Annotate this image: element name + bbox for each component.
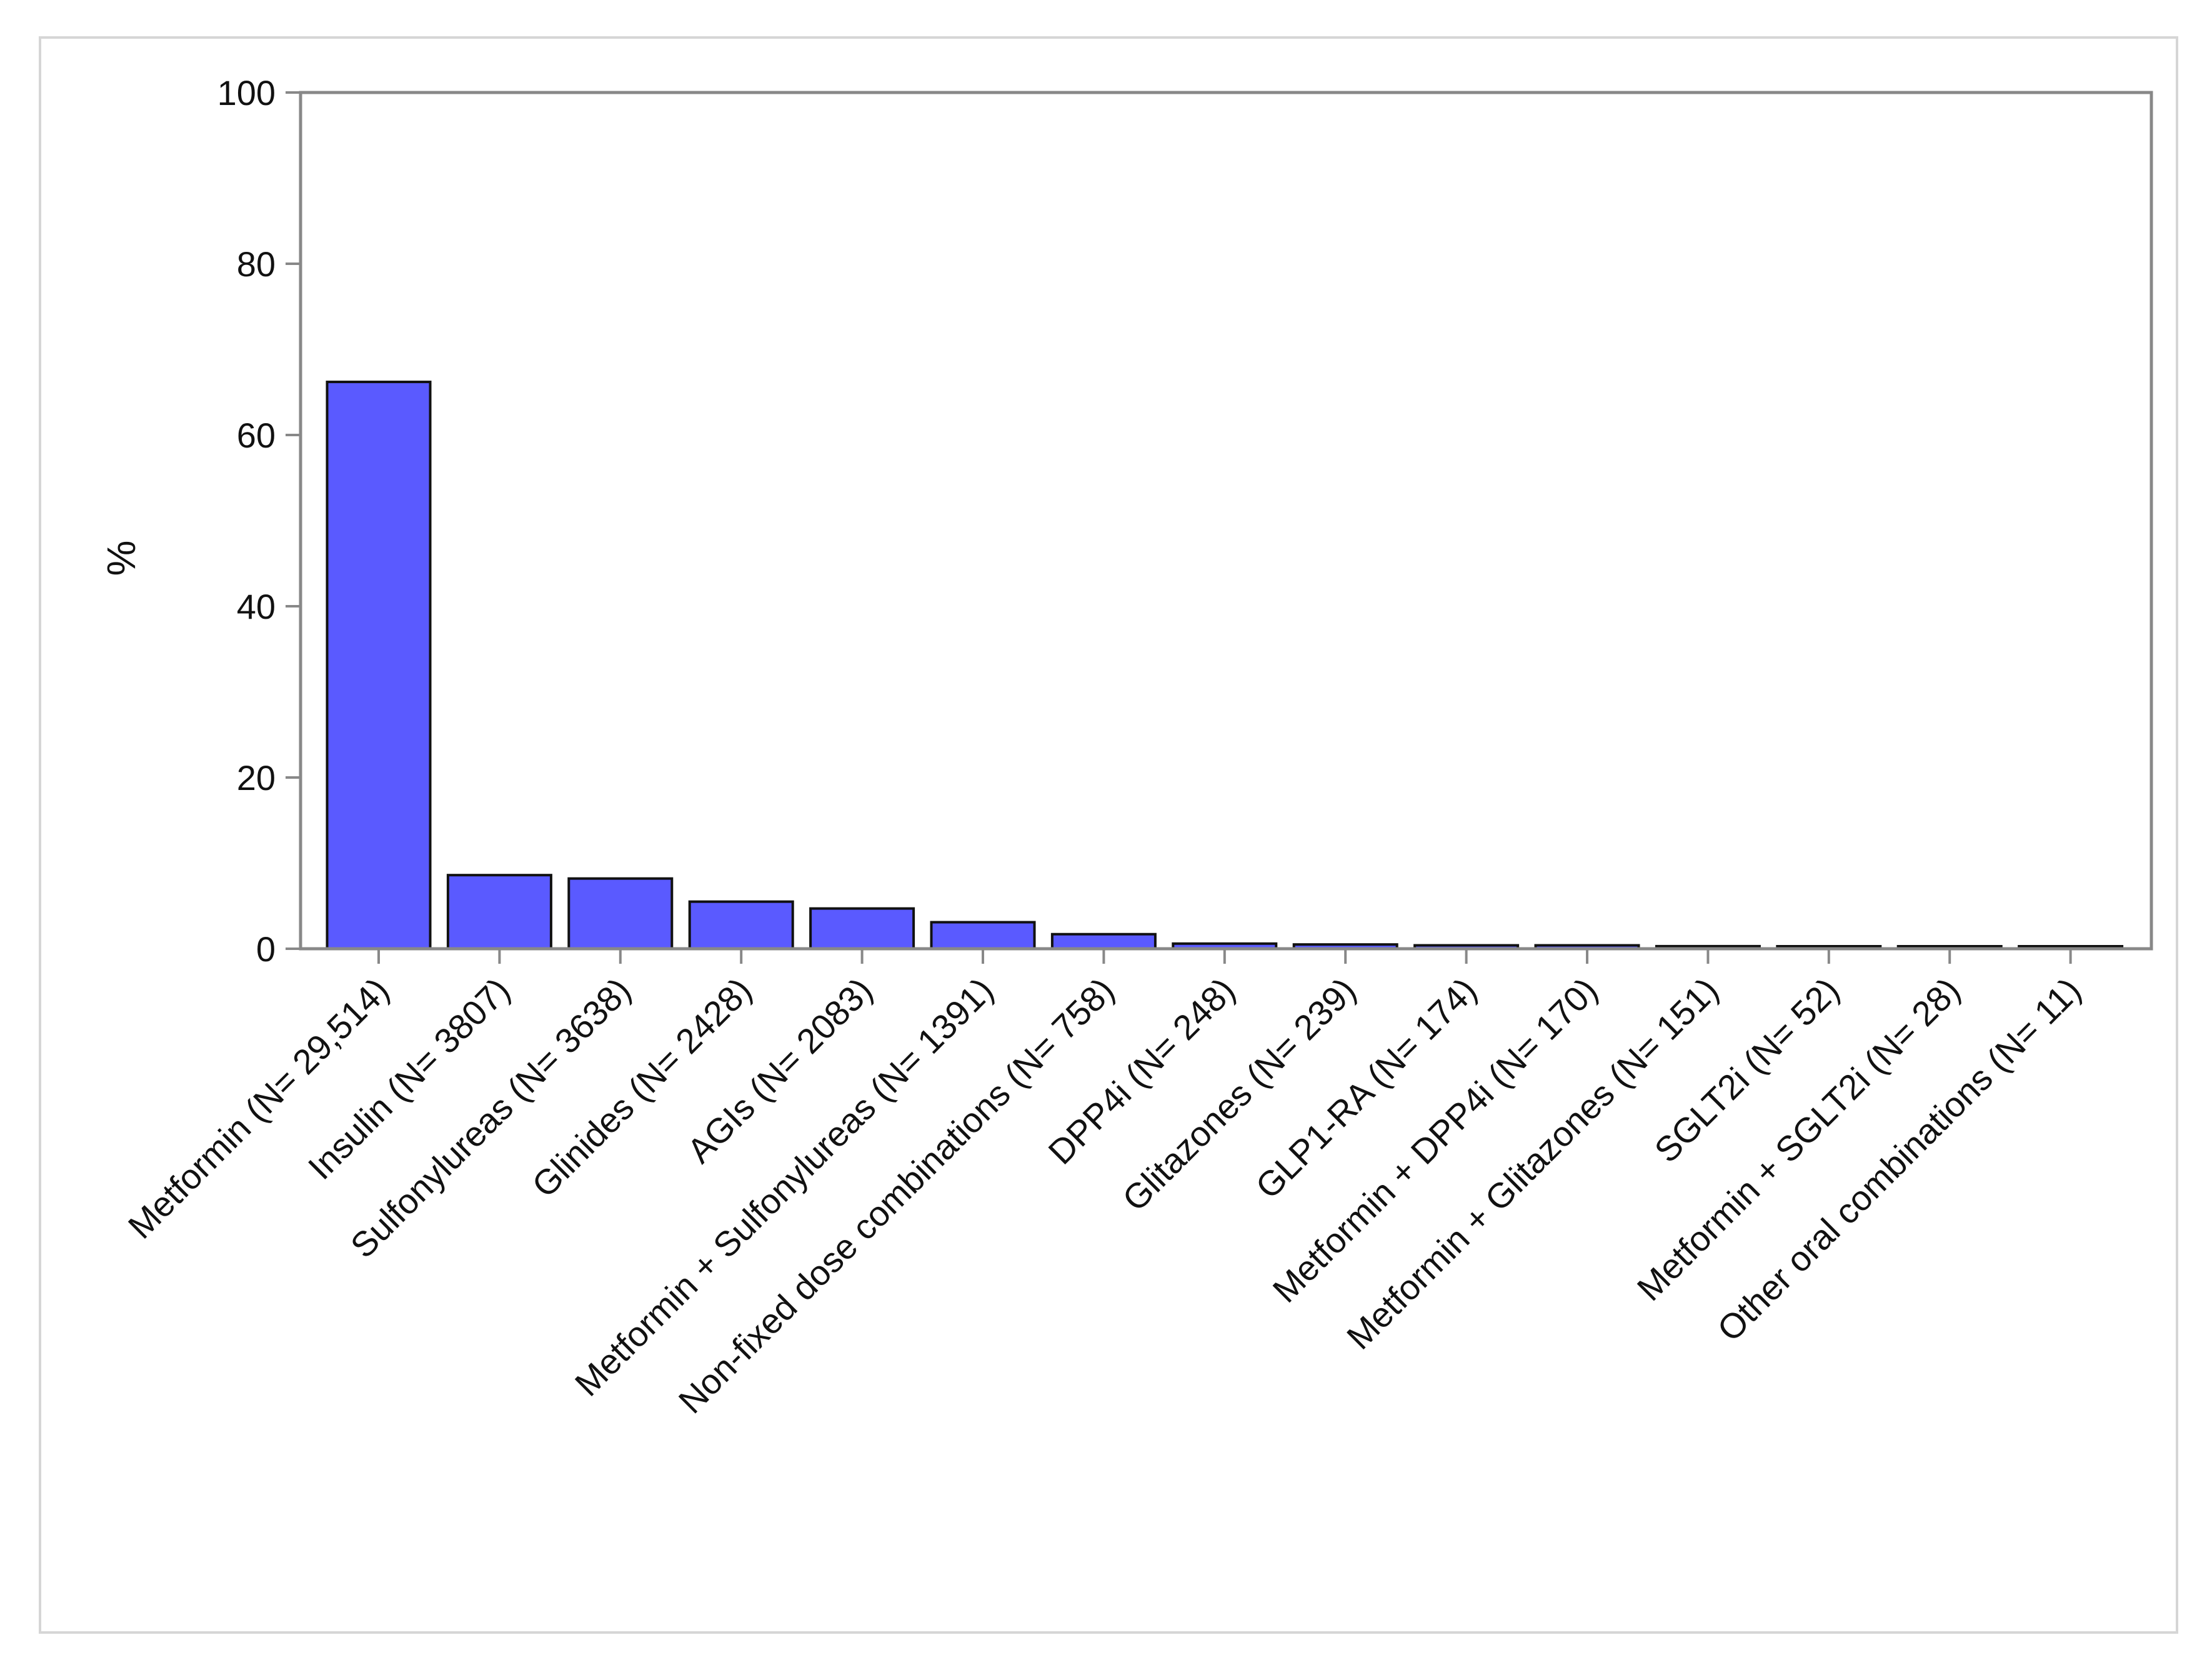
bar xyxy=(326,381,432,950)
bar-chart: % 0 20 40 60 80 100 Metformin (N= 29,514)Insu… xyxy=(99,73,2153,1421)
y-tick-label: 100 xyxy=(217,73,276,112)
y-tick-label: 20 xyxy=(237,758,276,798)
plot-area-border xyxy=(299,91,2153,951)
bar xyxy=(688,900,794,951)
x-tick-label: Glitazones (N= 239) xyxy=(1115,970,1363,1219)
x-tick-label: Glinides (N= 2428) xyxy=(524,970,759,1205)
bar xyxy=(446,874,552,951)
x-tick-label: Non-fixed dose combinations (N= 758) xyxy=(671,970,1122,1421)
bars xyxy=(326,381,2124,951)
y-tick-label: 40 xyxy=(237,587,276,626)
bar xyxy=(567,877,674,951)
y-tick-label: 60 xyxy=(237,416,276,455)
y-axis-label-group: % xyxy=(99,541,144,576)
x-tick-label: GLP1-RA (N= 174) xyxy=(1248,970,1484,1206)
x-tick-label: Metformin + Sulfonylureas (N= 1391) xyxy=(567,970,1001,1404)
bar xyxy=(930,921,1036,951)
y-tick-label: 80 xyxy=(237,244,276,284)
y-axis-label: % xyxy=(99,541,144,576)
y-axis-ticks: 0 20 40 60 80 100 xyxy=(217,73,301,969)
x-axis-ticks: Metformin (N= 29,514)Insulin (N= 3807)Su… xyxy=(121,949,2088,1421)
y-tick-label: 0 xyxy=(256,929,276,969)
bar xyxy=(809,907,915,950)
figure-frame: % 0 20 40 60 80 100 Metformin (N= 29,514) Insu… xyxy=(39,36,2178,1634)
bar xyxy=(1050,932,1157,950)
x-tick-label: Insulin (N= 3807) xyxy=(301,970,517,1187)
